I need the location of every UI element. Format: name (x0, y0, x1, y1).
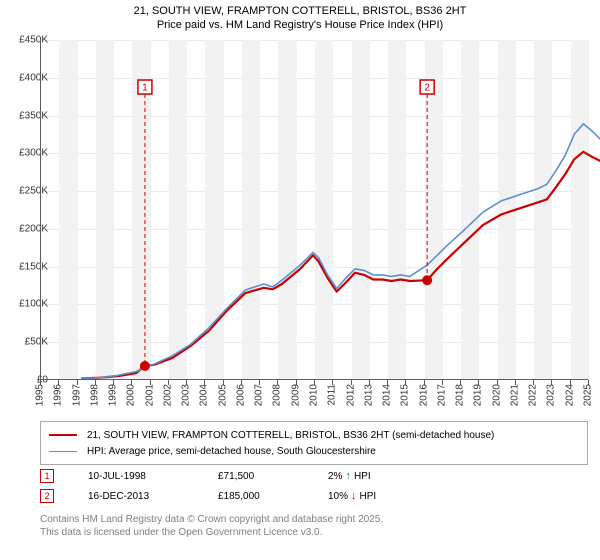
transaction-date: 10-JUL-1998 (88, 471, 218, 482)
attribution-line-1: Contains HM Land Registry data © Crown c… (40, 514, 383, 527)
marker-badge-label: 2 (424, 83, 430, 94)
transaction-price: £71,500 (218, 471, 328, 482)
arrow-down-icon: ↓ (351, 490, 357, 502)
transaction-change-suffix: HPI (360, 491, 377, 502)
transaction-change-pct: 10% (328, 491, 348, 502)
legend: 21, SOUTH VIEW, FRAMPTON COTTERELL, BRIS… (40, 421, 588, 465)
marker-badge-label: 1 (142, 83, 148, 94)
transaction-date: 16-DEC-2013 (88, 491, 218, 502)
transaction-badge: 2 (40, 489, 54, 503)
transaction-change-pct: 2% (328, 471, 342, 482)
plot-area: 12 (40, 40, 588, 380)
transaction-badge: 1 (40, 469, 54, 483)
chart-container: 21, SOUTH VIEW, FRAMPTON COTTERELL, BRIS… (0, 0, 600, 560)
marker-dot (423, 276, 431, 284)
chart-title: 21, SOUTH VIEW, FRAMPTON COTTERELL, BRIS… (0, 0, 600, 33)
transaction-price: £185,000 (218, 491, 328, 502)
series-line-price_paid (81, 152, 600, 379)
chart-lines: 12 (81, 80, 600, 420)
transactions-table: 110-JUL-1998£71,5002%↑HPI216-DEC-2013£18… (40, 466, 588, 506)
transaction-row: 2 16-DEC-2013£185,00010%↓HPI (40, 486, 588, 506)
title-line-2: Price paid vs. HM Land Registry's House … (0, 18, 600, 32)
arrow-up-icon: ↑ (345, 470, 351, 482)
marker-dot (141, 362, 149, 370)
x-tick-label: 1996 (53, 384, 64, 406)
transaction-change-suffix: HPI (354, 471, 371, 482)
plot-bg-band (59, 40, 77, 379)
attribution: Contains HM Land Registry data © Crown c… (40, 514, 383, 539)
legend-swatch (49, 434, 77, 436)
title-line-1: 21, SOUTH VIEW, FRAMPTON COTTERELL, BRIS… (0, 4, 600, 18)
legend-row: HPI: Average price, semi-detached house,… (49, 443, 579, 459)
transaction-change: 10%↓HPI (328, 490, 376, 502)
legend-row: 21, SOUTH VIEW, FRAMPTON COTTERELL, BRIS… (49, 427, 579, 443)
x-tick-label: 1995 (35, 384, 46, 406)
legend-label: 21, SOUTH VIEW, FRAMPTON COTTERELL, BRIS… (87, 430, 494, 441)
transaction-row: 1 10-JUL-1998£71,5002%↑HPI (40, 466, 588, 486)
series-line-hpi (81, 124, 600, 379)
transaction-change: 2%↑HPI (328, 470, 371, 482)
legend-label: HPI: Average price, semi-detached house,… (87, 446, 376, 457)
attribution-line-2: This data is licensed under the Open Gov… (40, 527, 383, 540)
legend-swatch (49, 451, 77, 452)
